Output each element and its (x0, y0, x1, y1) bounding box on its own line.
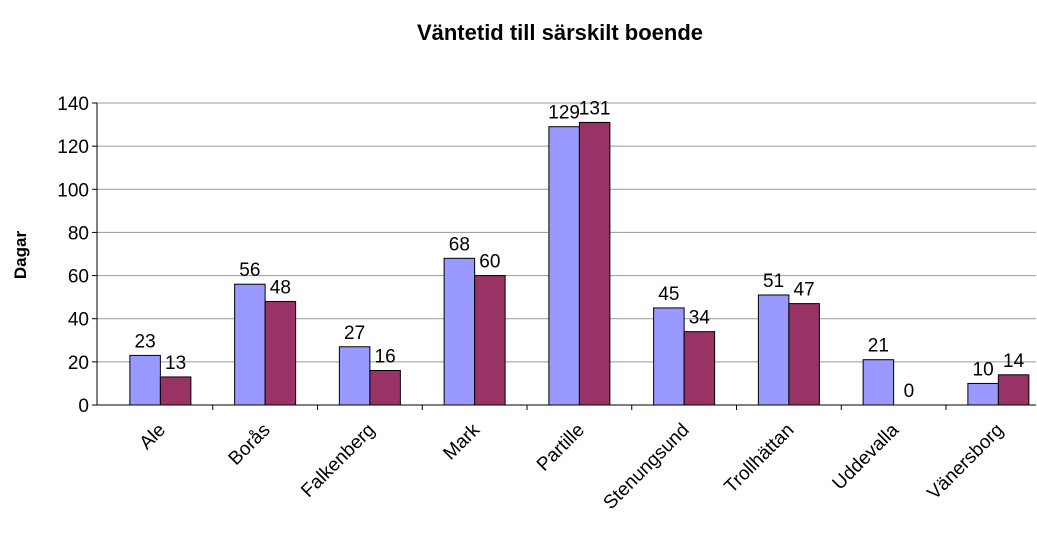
x-tick-label: Vänersborg (924, 420, 1008, 504)
bar (159, 376, 192, 406)
y-tick-label: 0 (78, 396, 89, 417)
bar (129, 354, 161, 406)
data-label: 60 (479, 252, 500, 273)
x-tick-label: Trollhättan (721, 420, 799, 498)
bar (862, 359, 895, 406)
bar (788, 303, 820, 406)
bar (338, 346, 371, 406)
y-tick-label: 120 (57, 137, 89, 158)
data-label: 21 (868, 336, 889, 357)
bar (548, 126, 580, 406)
bar (997, 374, 1030, 406)
y-tick-label: 60 (68, 267, 89, 288)
data-label: 51 (763, 271, 784, 292)
bar (369, 369, 401, 406)
x-tick-label: Mark (439, 419, 484, 464)
x-tick-label: Partille (533, 420, 589, 476)
data-label: 34 (689, 308, 711, 329)
x-tick-label: Falkenberg (297, 420, 379, 502)
y-axis-label: Dagar (11, 231, 30, 280)
bar (264, 300, 297, 406)
y-tick-label: 20 (68, 353, 89, 374)
data-label: 68 (449, 234, 470, 255)
data-label: 48 (270, 277, 291, 298)
y-tick-label: 100 (57, 180, 89, 201)
bar (683, 331, 716, 406)
data-label: 13 (165, 353, 186, 374)
data-label: 131 (579, 98, 611, 119)
x-tick-label: Borås (225, 420, 275, 470)
x-tick-label: Stenungsund (600, 420, 694, 514)
data-label: 23 (135, 331, 156, 352)
bar (967, 382, 999, 406)
data-label: 56 (239, 260, 260, 281)
x-tick-label: Ale (136, 420, 170, 454)
bar (443, 257, 476, 406)
data-label: 10 (973, 359, 994, 380)
data-label: 16 (375, 346, 396, 367)
data-label: 45 (658, 284, 679, 305)
data-label: 129 (548, 103, 580, 124)
data-label: 14 (1003, 351, 1025, 372)
data-label: 0 (904, 381, 915, 402)
x-tick-label: Uddevalla (829, 419, 904, 494)
bar (474, 275, 506, 406)
bar (653, 307, 685, 406)
data-label: 47 (794, 280, 815, 301)
y-tick-label: 40 (68, 310, 89, 331)
data-label: 27 (344, 323, 365, 344)
bar (757, 294, 790, 406)
bar (234, 283, 266, 406)
chart-title: Väntetid till särskilt boende (417, 20, 703, 45)
bar (578, 121, 611, 406)
y-tick-label: 80 (68, 223, 89, 244)
y-tick-label: 140 (57, 94, 89, 115)
